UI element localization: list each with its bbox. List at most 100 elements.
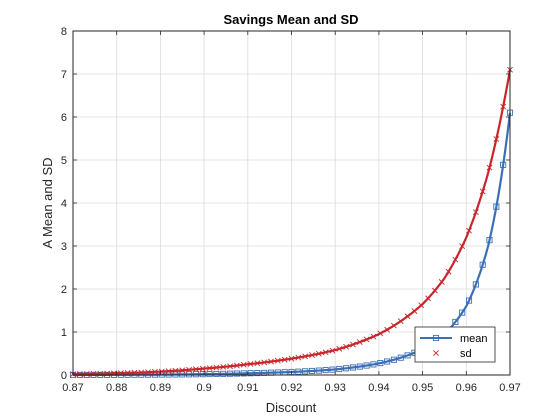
axis-ticks [72,30,511,376]
x-tick-labels: 0.87 0.88 0.89 0.9 0.91 0.92 0.93 0.94 0.95 0.96 0… [62,382,520,394]
data-point-sd [466,227,472,234]
data-point-mean [172,371,179,378]
data-point-mean [329,366,336,373]
data-point-mean [199,371,206,378]
x-tick-label: 0.87 [62,382,83,394]
data-point-mean [479,261,486,268]
data-point-sd [315,350,322,357]
data-point-mean [322,367,329,374]
data-point-sd [329,347,336,354]
data-point-mean [226,370,234,377]
x-tick-label: 0.9 [196,382,211,394]
x-tick-label: 0.93 [324,382,345,394]
data-point-sd [472,209,479,216]
x-tick-label: 0.97 [499,382,520,394]
data-point-sd [186,366,192,373]
data-point-mean [302,368,309,375]
data-point-sd [274,357,281,364]
data-point-mean [493,203,500,210]
legend: mean sd [414,326,496,363]
data-point-mean [404,352,411,359]
data-point-sd [145,369,152,376]
data-point-sd [350,341,356,348]
data-point-sd [138,369,145,376]
data-point-sd [343,343,350,350]
data-point-sd [268,358,274,365]
data-point-sd [302,353,309,360]
data-point-mean [206,371,213,378]
data-point-sd [281,356,288,363]
data-point-mean [472,281,479,288]
x-axis-title: Discount [266,400,317,415]
x-tick-label: 0.91 [237,382,258,394]
data-point-sd [479,188,486,195]
data-point-mean [500,161,507,168]
data-point-sd [336,345,343,352]
y-tick-label: 1 [61,327,67,339]
data-point-sd [431,287,438,294]
data-point-sd [254,360,261,367]
data-point-mean [295,368,302,375]
data-point-sd [391,322,397,329]
data-point-mean [349,364,357,371]
data-point-mean [384,358,391,365]
data-point-sd [90,370,97,377]
data-point-mean [179,371,186,378]
data-point-sd [233,362,240,369]
data-point-sd [425,295,431,302]
data-point-sd [220,364,227,370]
data-point-mean [233,370,240,377]
data-point-sd [76,371,83,377]
legend-box [414,326,496,363]
data-point-sd [397,318,404,325]
y-tick-label: 8 [61,26,67,38]
data-point-sd [206,365,213,372]
data-point-mean [390,356,397,363]
x-tick-label: 0.92 [281,382,302,394]
chart-title: Savings Mean and SD [223,12,358,27]
data-point-sd [418,302,425,309]
series-sd [70,66,513,378]
x-tick-label: 0.89 [150,382,171,394]
data-point-sd [165,368,172,375]
legend-marker-mean [432,334,440,342]
data-point-sd [240,361,247,368]
data-point-mean [459,309,466,316]
data-point-sd [131,369,138,376]
data-point-mean [452,318,459,326]
data-point-mean [220,370,227,377]
data-point-sd [152,368,158,375]
data-point-mean [363,362,370,369]
legend-label-sd: sd [460,348,472,360]
legend-marker-sd [433,350,439,356]
y-tick-label: 3 [61,241,67,253]
data-point-sd [411,308,418,314]
data-point-sd [227,363,233,370]
legend-items [420,334,452,356]
data-point-sd [370,333,377,340]
data-point-mean [465,297,473,304]
data-point-sd [322,349,329,356]
data-point-sd [288,355,295,362]
y-tick-label: 4 [61,198,67,210]
data-point-sd [500,103,507,110]
x-tick-label: 0.96 [456,382,477,394]
data-point-mean [240,370,247,377]
data-point-sd [459,243,466,250]
data-point-sd [486,164,493,171]
data-point-mean [486,237,493,244]
data-point-sd [404,313,411,320]
x-tick-label: 0.88 [106,382,127,394]
data-point-sd [438,279,445,285]
data-point-sd [199,365,206,372]
data-point-mean [186,371,193,378]
data-point-sd [261,359,268,366]
data-point-mean [315,367,322,374]
y-tick-labels: 0 1 2 3 4 5 6 7 8 [61,26,67,382]
data-point-sd [452,256,459,263]
data-point-sd [445,268,452,275]
data-point-sd [377,330,384,337]
data-point-mean [336,365,343,373]
data-point-sd [247,361,254,367]
